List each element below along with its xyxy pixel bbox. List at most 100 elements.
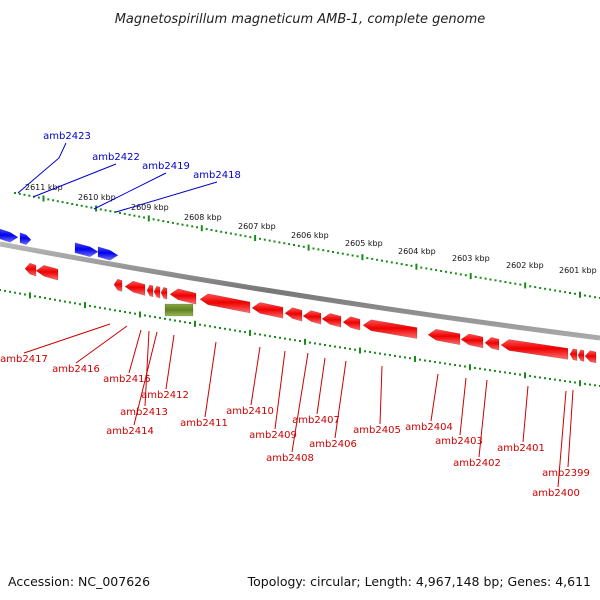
inner-scale-dot [399, 355, 401, 358]
outer-scale-dot [278, 241, 281, 244]
inner-scale-dot [54, 298, 56, 301]
kbp-label: 2610 kbp [78, 193, 116, 202]
inner-scale-dot [449, 363, 451, 366]
outer-scale-dot [268, 239, 271, 242]
outer-scale-major-tick [579, 291, 581, 298]
reverse-leader-line [379, 365, 383, 425]
outer-scale-dot [128, 213, 131, 216]
inner-scale-dot [9, 290, 11, 293]
inner-scale-dot [239, 330, 241, 333]
inner-scale-dot [74, 302, 76, 305]
reverse-gene-label: amb2403 [435, 436, 483, 447]
outer-scale-dot [420, 266, 423, 269]
inner-scale-dot [454, 364, 456, 366]
inner-scale-dot [64, 300, 66, 303]
outer-scale-dot [215, 229, 218, 232]
outer-scale-dot [459, 273, 462, 276]
inner-scale-dot [554, 378, 556, 381]
reverse-gene-label: amb2406 [309, 439, 357, 450]
kbp-label: 2601 kbp [559, 266, 597, 275]
outer-scale-dot [410, 264, 413, 267]
reverse-gene-label: amb2404 [405, 422, 453, 433]
inner-scale-dot [569, 380, 571, 383]
inner-scale-dot [374, 351, 376, 354]
outer-scale-dot [249, 236, 252, 239]
reverse-leader-line [144, 330, 150, 407]
outer-scale-dot [288, 243, 291, 246]
inner-scale-dot [319, 343, 321, 346]
outer-scale-dot [312, 247, 315, 250]
outer-scale-dot [589, 295, 591, 298]
forward-leader-line [115, 181, 218, 213]
kbp-labels: 2611 kbp 2610 kbp 2609 kbp 2608 kbp 2607 kbp… [25, 183, 597, 275]
inner-scale-dot [224, 327, 226, 330]
kbp-label: 2604 kbp [398, 247, 436, 256]
inner-scale-dot [549, 377, 551, 380]
inner-scale-dot [69, 301, 71, 304]
reverse-gene-arrow [169, 288, 197, 305]
outer-scale-dot [494, 279, 497, 282]
reverse-gene-arrow [500, 339, 569, 360]
reverse-leader-line [567, 389, 574, 468]
outer-scale-dot [181, 223, 184, 226]
outer-scale-dot [244, 235, 247, 238]
reverse-gene-label: amb2405 [353, 425, 401, 436]
inner-scale-dot [309, 341, 311, 344]
outer-scale-dot [167, 221, 170, 223]
inner-scale-dot [269, 335, 271, 338]
inner-scale-dot [119, 310, 121, 313]
inner-scale-dot [184, 321, 186, 324]
reverse-gene-label: amb2408 [266, 453, 314, 464]
outer-scale-major-tick [361, 254, 364, 261]
genome-summary-text: Topology: circular; Length: 4,967,148 bp… [247, 574, 591, 589]
outer-scale-dot [47, 198, 50, 201]
inner-scale-dot [154, 316, 156, 319]
inner-scale-dot [134, 312, 136, 315]
outer-scale-major-tick [200, 225, 203, 232]
reverse-gene-arrow [362, 319, 418, 339]
outer-scale-dot [400, 263, 403, 266]
outer-scale-dot [594, 296, 596, 299]
inner-scale-dot [79, 303, 81, 306]
outer-scale-dot [584, 294, 586, 297]
outer-scale-dot [504, 281, 507, 283]
inner-scale-dot [439, 361, 441, 364]
outer-scale-dot [297, 244, 300, 247]
outer-scale-dot [220, 230, 223, 233]
outer-scale-dot [225, 231, 227, 234]
forward-leader-line [93, 172, 167, 210]
reverse-gene-arrow [577, 349, 585, 362]
inner-scale-dot [434, 361, 436, 363]
kbp-label: 2609 kbp [131, 203, 169, 212]
outer-scale-dot [52, 199, 55, 202]
outer-scale-dot [509, 281, 512, 284]
outer-scale-dot [356, 255, 359, 258]
outer-scale-dot [519, 283, 522, 286]
outer-scale-ruler [14, 192, 600, 299]
outer-scale-dot [104, 209, 107, 212]
inner-scale-dot [254, 332, 256, 335]
outer-scale-dot [37, 196, 40, 199]
inner-scale-dot [404, 356, 406, 359]
outer-scale-dot [99, 208, 102, 211]
kbp-label: 2611 kbp [25, 183, 63, 192]
reverse-gene-arrow [251, 302, 284, 319]
outer-scale-dot [322, 249, 325, 252]
inner-scale-dot [284, 337, 286, 340]
inner-scale-major-tick [414, 356, 416, 362]
inner-scale-dot [4, 289, 6, 292]
forward-gene-arrow [0, 228, 19, 243]
outer-scale-dot [239, 234, 242, 237]
outer-scale-dot [196, 226, 198, 229]
reverse-gene-label: amb2416 [52, 364, 100, 375]
reverse-gene-arrow [153, 285, 161, 299]
inner-scale-major-tick [304, 338, 306, 345]
inner-scale-dot [19, 292, 21, 295]
inner-scale-dot [409, 357, 411, 360]
outer-scale-dot [23, 193, 26, 196]
inner-scale-dot [529, 375, 531, 377]
outer-scale-dot [514, 282, 517, 285]
outer-scale-dot [71, 203, 74, 205]
reverse-leader-line [204, 341, 217, 418]
outer-scale-dot [109, 210, 112, 213]
